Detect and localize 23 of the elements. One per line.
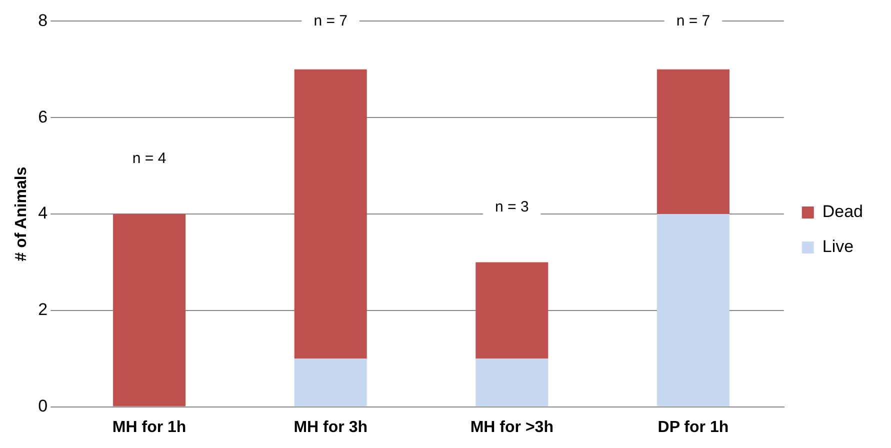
annotation: n = 3	[495, 198, 529, 216]
bar	[294, 358, 367, 406]
annotation: n = 4	[132, 150, 166, 168]
y-axis-title: # of Animals	[13, 166, 30, 262]
annotation: n = 7	[314, 12, 348, 30]
annotation: n = 7	[676, 12, 710, 30]
x-tick-label: DP for 1h	[658, 418, 729, 436]
y-tick-label: 8	[38, 10, 48, 30]
bar	[113, 214, 186, 406]
y-tick-label: 2	[38, 300, 48, 320]
x-tick-label: MH for 3h	[294, 418, 368, 436]
bar	[294, 69, 367, 359]
bar	[476, 358, 548, 406]
y-tick-label: 4	[38, 204, 48, 223]
y-tick-label: 6	[38, 107, 48, 126]
legend-label: Live	[822, 237, 854, 256]
x-tick-label: MH for >3h	[470, 418, 554, 436]
bar	[476, 262, 548, 359]
bar	[656, 69, 730, 214]
y-tick-label: 0	[38, 396, 48, 416]
x-tick-label: MH for 1h	[112, 418, 186, 436]
bar	[656, 214, 730, 406]
legend-label: Dead	[822, 202, 863, 222]
